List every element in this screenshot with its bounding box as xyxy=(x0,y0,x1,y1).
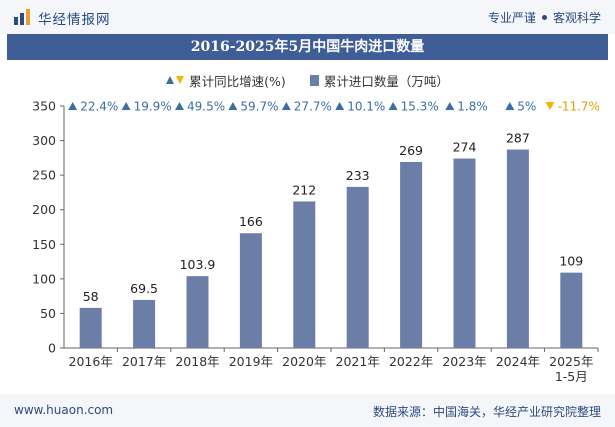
tagline-objective: 客观科学 xyxy=(552,11,601,25)
y-tick-label: 100 xyxy=(32,271,56,286)
x-category-label: 2019年 xyxy=(229,354,273,369)
legend-volume: 累计进口数量（万吨） xyxy=(309,71,449,90)
growth-up-triangle-icon xyxy=(281,102,291,110)
bar-value-label: 269 xyxy=(399,143,423,158)
x-category-label: 2018年 xyxy=(175,354,219,369)
growth-up-triangle-icon xyxy=(121,102,131,110)
legend-growth: 累计同比增速(%) xyxy=(166,71,286,90)
separator-dot-icon xyxy=(541,15,547,20)
growth-label: 10.1% xyxy=(347,100,385,114)
y-tick-label: 50 xyxy=(40,306,56,321)
bar-value-label: 233 xyxy=(346,168,370,183)
x-category-label: 2017年 xyxy=(122,354,166,369)
tagline: 专业严谨 客观科学 xyxy=(488,9,601,26)
bar xyxy=(560,272,583,348)
y-tick-label: 300 xyxy=(32,133,56,148)
bar-value-label: 166 xyxy=(239,214,263,229)
y-tick-label: 250 xyxy=(32,168,56,183)
x-category-label: 2023年 xyxy=(442,354,486,369)
growth-label: -11.7% xyxy=(558,100,600,114)
footer-source: 数据来源：中国海关，华经产业研究院整理 xyxy=(372,405,601,419)
bar xyxy=(239,233,262,348)
y-tick-label: 150 xyxy=(32,237,56,252)
growth-label: 49.5% xyxy=(187,100,225,114)
bar-value-label: 103.9 xyxy=(180,257,216,272)
triangle-down-icon xyxy=(176,76,185,84)
growth-up-triangle-icon xyxy=(228,102,238,110)
growth-up-triangle-icon xyxy=(505,102,515,110)
growth-label: 59.7% xyxy=(240,100,278,114)
growth-up-triangle-icon xyxy=(175,102,184,110)
chart-legend: 累计同比增速(%) 累计进口数量（万吨） xyxy=(0,70,615,90)
growth-up-triangle-icon xyxy=(388,102,398,110)
x-category-label: 2022年 xyxy=(389,354,433,369)
bar-chart: 0 50 100 150 200 250 300 350 58 2016年 22.4% 69.5 201… xyxy=(32,99,600,385)
chart-title: 2016-2025年5月中国牛肉进口数量 xyxy=(190,39,425,55)
bar-value-label: 212 xyxy=(292,182,316,197)
growth-label: 19.9% xyxy=(134,100,172,114)
y-tick-label: 0 xyxy=(48,341,56,356)
chart-title-bar: 2016-2025年5月中国牛肉进口数量 xyxy=(7,34,608,60)
x-category-label: 2020年 xyxy=(282,354,326,369)
tagline-professional: 专业严谨 xyxy=(487,11,536,25)
bar xyxy=(186,276,209,348)
y-tick-label: 200 xyxy=(32,202,56,217)
growth-up-triangle-icon xyxy=(445,102,455,110)
bar xyxy=(79,307,102,348)
legend-growth-label: 累计同比增速(%) xyxy=(189,73,286,89)
bar xyxy=(453,158,476,348)
x-category-label: 2016年 xyxy=(69,354,113,369)
bar xyxy=(506,149,529,348)
growth-label: 1.8% xyxy=(457,100,488,114)
footer-bar: www.huaon.com 数据来源：中国海关，华经产业研究院整理 xyxy=(0,394,615,427)
bar xyxy=(346,186,369,348)
growth-label: 15.3% xyxy=(401,100,439,114)
bar xyxy=(400,162,423,348)
triangle-up-icon xyxy=(166,76,175,84)
bar-value-label: 109 xyxy=(559,254,583,269)
growth-up-triangle-icon xyxy=(335,102,345,110)
x-category-label: 2024年 xyxy=(496,354,540,369)
legend-volume-label: 累计进口数量（万吨） xyxy=(323,73,449,89)
x-category-label: 2021年 xyxy=(336,354,380,369)
growth-up-triangle-icon xyxy=(68,102,78,110)
growth-label: 22.4% xyxy=(80,100,118,114)
bar xyxy=(293,201,316,348)
x-category-label: 1-5月 xyxy=(555,369,588,384)
bar-value-label: 274 xyxy=(453,140,477,155)
bar-value-label: 287 xyxy=(506,131,530,146)
footer-url-link[interactable]: www.huaon.com xyxy=(14,403,114,417)
bar xyxy=(133,299,156,348)
bar-value-label: 58 xyxy=(83,289,99,304)
y-tick-label: 350 xyxy=(32,99,56,114)
brand-name[interactable]: 华经情报网 xyxy=(38,12,111,28)
bar-value-label: 69.5 xyxy=(130,281,158,296)
growth-down-triangle-icon xyxy=(545,102,555,110)
legend-bar-swatch xyxy=(309,74,319,86)
header-bar: 华经情报网 专业严谨 客观科学 xyxy=(0,0,615,34)
growth-label: 5% xyxy=(517,100,536,114)
brand-logo-icon xyxy=(14,9,30,25)
x-category-label: 2025年 xyxy=(549,354,593,369)
growth-label: 27.7% xyxy=(294,100,332,114)
